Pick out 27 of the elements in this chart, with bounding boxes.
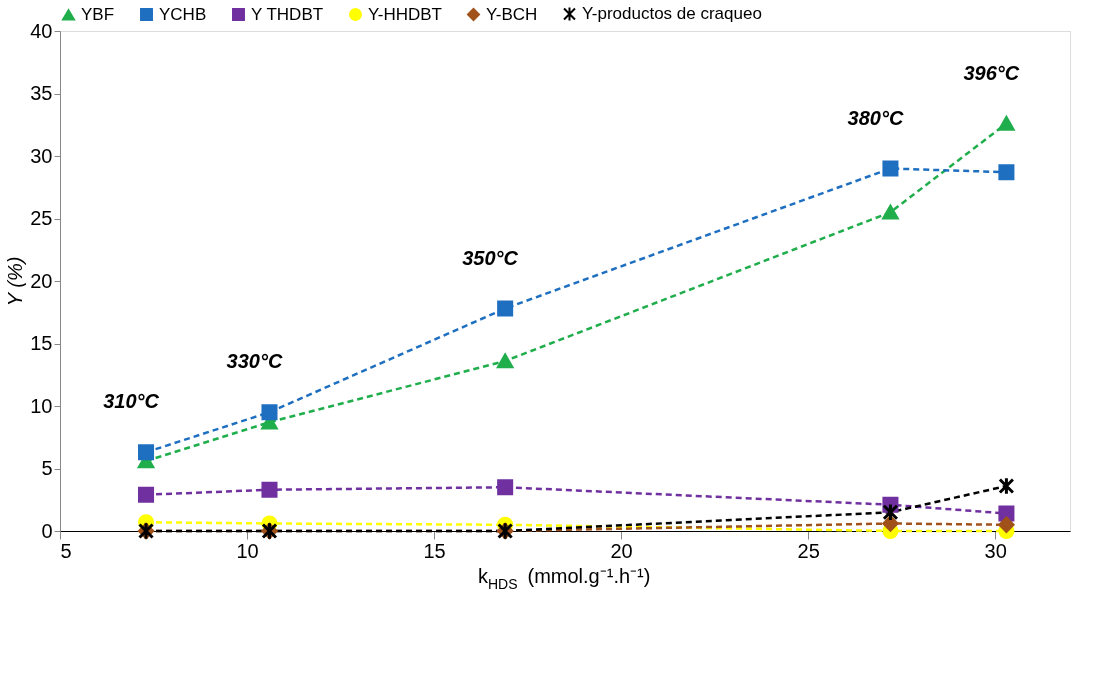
y-tick-label: 25: [30, 207, 53, 229]
x-tick-label: 30: [984, 539, 1007, 562]
y-tick-label: 40: [30, 19, 53, 42]
legend-label: Y-productos de craqueo: [582, 3, 762, 23]
x-tick-label: 20: [610, 539, 633, 562]
legend-label: YCHB: [159, 4, 207, 24]
x-tick-label: 10: [236, 539, 259, 562]
annotation: 310°C: [103, 390, 160, 413]
x-tick-label: 15: [423, 539, 446, 562]
x-tick-label: 25: [797, 539, 820, 562]
legend-label: YBF: [81, 4, 115, 24]
y-tick-label: 10: [30, 394, 53, 417]
y-tick-label: 20: [30, 269, 53, 292]
annotation: 330°C: [226, 350, 283, 373]
y-axis-title: Y (%): [4, 256, 27, 307]
y-tick-label: 5: [41, 457, 53, 479]
y-tick-label: 15: [30, 332, 53, 354]
y-tick-label: 30: [30, 144, 53, 167]
legend-label: Y-BCH: [486, 4, 538, 24]
x-tick-label: 5: [60, 539, 72, 562]
legend-label: Y THDBT: [251, 4, 324, 24]
legend-label: Y-HHDBT: [368, 4, 442, 24]
y-tick-label: 35: [30, 82, 53, 104]
annotation: 396°C: [963, 61, 1020, 84]
annotation: 380°C: [847, 106, 904, 129]
annotation: 350°C: [462, 246, 519, 269]
y-tick-label: 0: [41, 519, 53, 542]
